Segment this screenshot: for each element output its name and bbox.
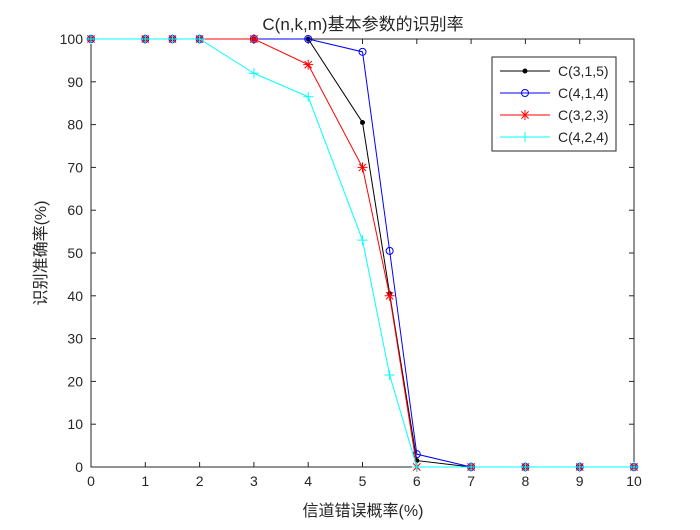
data-point	[357, 162, 368, 173]
data-point	[248, 68, 259, 79]
x-tick-label: 0	[87, 473, 95, 489]
data-point	[304, 35, 313, 43]
x-axis-title: 信道错误概率(%)	[303, 502, 424, 520]
y-tick-label: 100	[60, 31, 84, 47]
data-point	[384, 290, 395, 301]
x-tick-label: 9	[576, 473, 584, 489]
legend-item: C(4,2,4)	[500, 129, 609, 145]
data-point	[357, 235, 368, 246]
y-tick-label: 20	[67, 373, 83, 389]
x-tick-label: 10	[626, 473, 642, 489]
asterisk-marker-path	[357, 162, 368, 173]
y-tick-label: 0	[75, 459, 83, 475]
data-point	[574, 462, 585, 472]
y-axis-title: 识别准确率(%)	[32, 201, 50, 306]
chart-title: C(n,k,m)基本参数的识别率	[262, 15, 463, 34]
x-tick-label: 7	[467, 473, 475, 489]
y-tick-label: 40	[67, 288, 83, 304]
y-tick-label: 70	[67, 159, 83, 175]
data-point	[303, 91, 314, 102]
x-tick-label: 4	[304, 473, 312, 489]
legend-marker	[522, 68, 528, 74]
x-tick-label: 1	[141, 473, 149, 489]
data-point	[629, 462, 639, 472]
data-point	[385, 246, 394, 255]
asterisk-marker-path	[384, 290, 395, 301]
data-point	[86, 34, 96, 44]
x-tick-label: 5	[359, 473, 367, 489]
legend-marker	[520, 110, 530, 120]
data-point	[520, 462, 531, 472]
x-tick-label: 3	[250, 473, 258, 489]
x-tick-label: 8	[522, 473, 530, 489]
y-tick-label: 10	[67, 416, 83, 432]
asterisk-marker-path	[303, 59, 314, 70]
legend-label: C(3,2,3)	[558, 107, 609, 123]
asterisk-marker-path	[248, 34, 259, 44]
x-tick-label: 6	[413, 473, 421, 489]
y-tick-label: 50	[67, 245, 83, 261]
series-C(4,2,4)	[86, 34, 639, 472]
x-tick-label: 2	[196, 473, 204, 489]
legend-label: C(4,1,4)	[558, 85, 609, 101]
legend-item: C(4,1,4)	[500, 85, 609, 101]
asterisk-marker-path	[520, 110, 530, 120]
legend-marker	[520, 132, 530, 142]
data-point	[248, 34, 259, 44]
data-point	[411, 462, 422, 472]
series-layer	[86, 34, 639, 472]
data-point	[358, 47, 367, 56]
legend: C(3,1,5) C(4,1,4) C(3,2,3) C(4,2,4)	[491, 56, 617, 152]
legend-marker	[521, 89, 529, 97]
legend-item: C(3,1,5)	[500, 63, 609, 79]
data-point	[384, 369, 395, 380]
data-point	[140, 34, 151, 44]
data-point	[167, 34, 178, 44]
legend-item: C(3,2,3)	[500, 107, 609, 123]
data-point	[303, 59, 314, 70]
y-tick-label: 60	[67, 202, 83, 218]
data-point	[360, 119, 365, 125]
y-tick-label: 80	[67, 117, 83, 133]
legend-label: C(3,1,5)	[558, 63, 609, 79]
data-point	[194, 34, 205, 44]
legend-label: C(4,2,4)	[558, 129, 609, 145]
data-point	[466, 462, 477, 472]
y-tick-label: 90	[67, 74, 83, 90]
legend-box	[491, 56, 617, 152]
y-tick-label: 30	[67, 331, 83, 347]
